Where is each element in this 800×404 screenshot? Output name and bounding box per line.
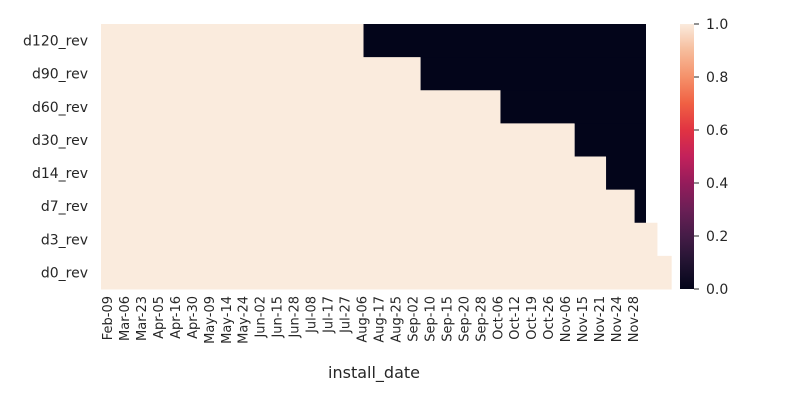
y-tick-label: d0_rev	[41, 265, 88, 281]
x-tick-label: Nov-21	[593, 296, 608, 342]
heatmap-cell-present	[101, 255, 672, 290]
x-tick-label: Aug-17	[372, 296, 387, 343]
heatmap-cell-missing	[574, 123, 646, 157]
x-tick-label: Feb-09	[101, 296, 116, 340]
x-tick-label: Aug-25	[389, 296, 404, 343]
heatmap-cell-missing	[363, 24, 646, 58]
y-tick-label: d14_rev	[32, 166, 88, 182]
x-tick-label: Sep-20	[457, 296, 472, 342]
x-tick-label: Sep-28	[474, 296, 489, 342]
heatmap-cell-present	[101, 57, 421, 91]
heatmap-cell-present	[101, 123, 575, 157]
heatmap-cells	[101, 24, 672, 290]
heatmap-cell-present	[101, 189, 635, 224]
heatmap-cell-present	[101, 222, 658, 257]
x-tick-label: Sep-10	[423, 296, 438, 342]
x-tick-labels: Feb-09 Mar-06 Mar-23 Apr-05 Apr-16 Apr-30 May-…	[101, 296, 642, 344]
x-tick-label: Jul-27	[339, 296, 354, 334]
colorbar-tick-label: 0.4	[706, 176, 728, 192]
x-tick-label: Jul-08	[305, 296, 320, 334]
y-tick-label: d3_rev	[41, 232, 88, 248]
x-tick-label: Oct-12	[508, 296, 523, 340]
heatmap-cell-present	[101, 24, 364, 58]
colorbar-tick-label: 0.6	[706, 123, 728, 139]
x-tick-label: Apr-16	[169, 296, 184, 339]
colorbar-tick-labels: 0.0 0.2 0.4 0.6 0.8 1.0	[694, 17, 728, 298]
heatmap-cell-missing	[500, 90, 646, 124]
x-tick-label: Oct-06	[491, 296, 506, 340]
y-tick-label: d120_rev	[23, 34, 88, 50]
y-tick-label: d30_rev	[32, 133, 88, 149]
x-tick-label: Jun-28	[288, 296, 303, 339]
x-tick-label: Nov-06	[559, 296, 574, 342]
x-tick-label: Nov-15	[576, 296, 591, 342]
colorbar-tick-label: 1.0	[706, 17, 728, 33]
x-tick-label: Oct-26	[542, 296, 557, 340]
colorbar-tick-label: 0.2	[706, 229, 728, 245]
colorbar-tick-label: 0.0	[706, 282, 728, 298]
y-tick-label: d60_rev	[32, 100, 88, 116]
x-tick-label: Apr-30	[186, 296, 201, 339]
x-tick-label: May-14	[220, 296, 235, 344]
y-tick-label: d7_rev	[41, 199, 88, 215]
x-tick-label: Apr-05	[152, 296, 167, 339]
colorbar	[680, 24, 694, 289]
heatmap-cell-missing	[420, 57, 646, 91]
x-tick-label: May-24	[237, 296, 252, 344]
heatmap-cell-present	[101, 156, 607, 191]
x-tick-label: Oct-19	[525, 296, 540, 340]
x-tick-label: Jun-02	[254, 296, 269, 339]
y-tick-labels: d120_rev d90_rev d60_rev d30_rev d14_rev d7_r…	[23, 34, 88, 282]
x-tick-label: May-09	[203, 296, 218, 344]
x-tick-label: Mar-23	[135, 296, 150, 341]
x-tick-label: Nov-28	[627, 296, 642, 342]
x-tick-label: Sep-15	[440, 296, 455, 342]
x-tick-label: Jul-17	[322, 296, 337, 334]
colorbar-gradient	[680, 24, 694, 289]
y-tick-label: d90_rev	[32, 67, 88, 83]
x-tick-label: Mar-06	[118, 296, 133, 341]
x-axis-label: install_date	[328, 363, 420, 383]
x-tick-label: Jun-15	[271, 296, 286, 339]
x-tick-label: Nov-24	[610, 296, 625, 342]
heatmap-cell-missing	[606, 156, 646, 191]
heatmap-cell-missing	[634, 189, 646, 224]
x-tick-label: Sep-02	[406, 296, 421, 342]
x-tick-label: Aug-06	[356, 296, 371, 343]
colorbar-tick-label: 0.8	[706, 70, 728, 86]
heatmap-cell-present	[101, 90, 501, 124]
